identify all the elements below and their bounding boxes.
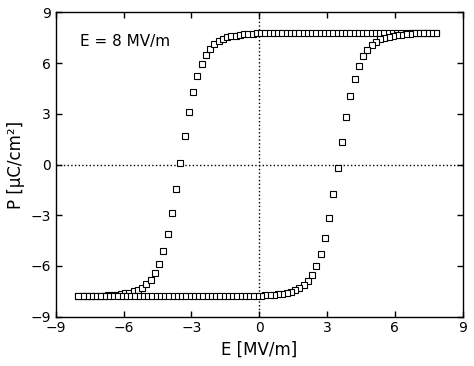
X-axis label: E [MV/m]: E [MV/m] (221, 341, 297, 359)
Y-axis label: P [μC/cm²]: P [μC/cm²] (7, 120, 25, 209)
Text: E = 8 MV/m: E = 8 MV/m (80, 34, 170, 49)
